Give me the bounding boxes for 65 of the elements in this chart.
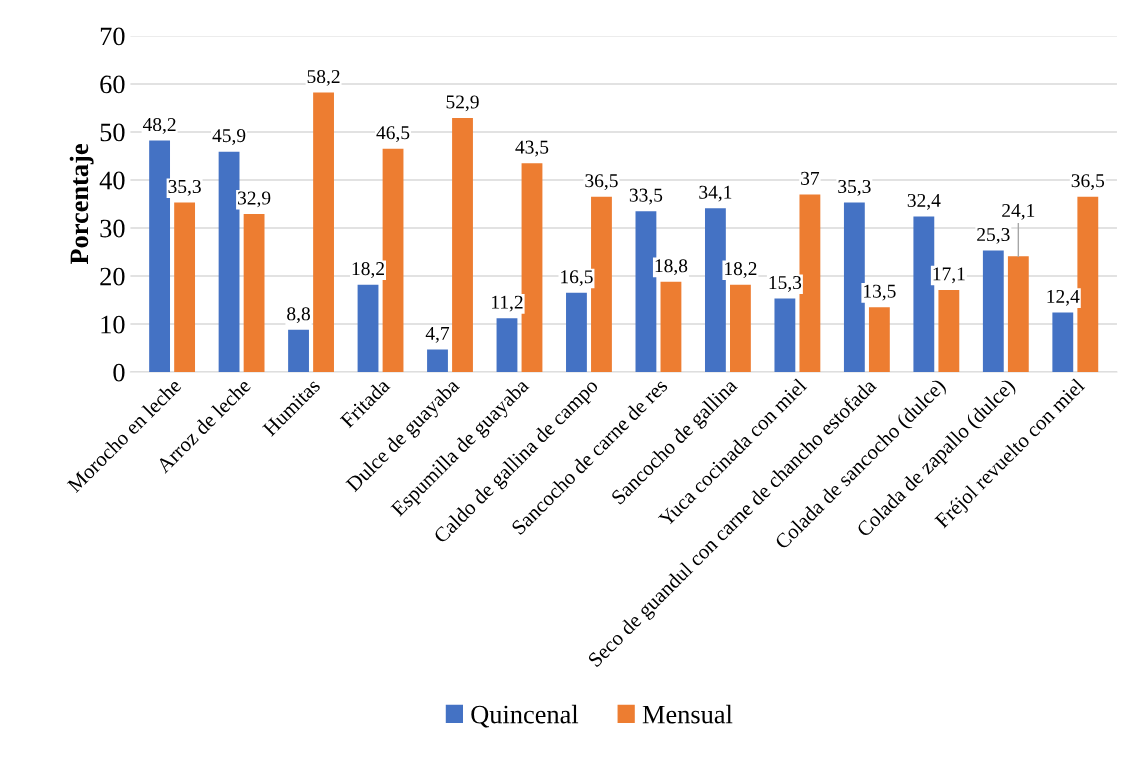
bar <box>660 281 682 373</box>
data-label: 17,1 <box>933 267 965 284</box>
y-tick-label: 20 <box>100 267 125 286</box>
bar <box>843 202 865 373</box>
bar <box>313 92 334 373</box>
data-label: 52,9 <box>446 95 479 112</box>
data-label: 36,5 <box>585 174 618 191</box>
bar <box>774 298 796 373</box>
bar <box>496 318 518 373</box>
bar <box>868 307 890 373</box>
y-tick-label: 70 <box>100 27 125 46</box>
bar <box>635 211 657 373</box>
bar <box>243 214 265 373</box>
bar <box>427 349 448 373</box>
data-label: 11,2 <box>492 295 523 312</box>
data-label: 32,9 <box>238 191 271 208</box>
data-label: 46,5 <box>376 126 410 143</box>
data-label: 32,4 <box>907 193 941 210</box>
data-label: 8,8 <box>287 307 310 324</box>
bar <box>730 284 751 373</box>
data-label: 18,8 <box>655 259 688 276</box>
bar <box>288 329 309 373</box>
data-label: 36,5 <box>1071 174 1105 191</box>
data-label: 58,2 <box>307 69 340 86</box>
data-label: 35,3 <box>168 179 201 196</box>
data-label: 33,5 <box>629 188 663 205</box>
y-tick-label: 0 <box>113 363 125 382</box>
y-tick-label: 60 <box>100 75 125 94</box>
bar <box>982 250 1004 373</box>
y-tick-label: 40 <box>99 171 125 190</box>
data-label: 4,7 <box>425 327 450 343</box>
data-label: 35,3 <box>838 179 871 196</box>
data-label: 12,4 <box>1047 289 1080 306</box>
data-label: 25,3 <box>977 228 1010 244</box>
bar <box>591 196 612 373</box>
bar <box>913 216 935 373</box>
bar <box>566 292 587 373</box>
data-label: 15,3 <box>769 276 802 292</box>
bar <box>174 202 196 373</box>
data-label: 16,5 <box>561 270 593 287</box>
bar <box>938 289 960 373</box>
data-label: 48,2 <box>142 117 176 134</box>
data-label: 24,1 <box>1002 203 1035 220</box>
y-tick-label: 30 <box>100 219 125 238</box>
data-label: 43,5 <box>515 140 549 157</box>
bar <box>521 163 543 373</box>
bar <box>1007 256 1029 373</box>
bar <box>799 194 821 373</box>
legend-label: Quincenal <box>471 704 579 728</box>
data-label: 13,5 <box>864 284 896 301</box>
y-axis-title: Porcentaje <box>69 144 94 265</box>
legend-label: Mensual <box>642 704 733 724</box>
data-label: 45,9 <box>212 129 246 145</box>
bar <box>452 118 473 373</box>
bar <box>704 208 726 373</box>
y-tick-label: 10 <box>101 315 125 334</box>
y-tick-label: 50 <box>100 123 125 142</box>
bar <box>382 148 404 373</box>
data-label: 18,2 <box>725 262 757 278</box>
data-label: 34,1 <box>699 185 732 202</box>
bar <box>1052 312 1074 373</box>
bar <box>357 284 379 373</box>
data-label: 18,2 <box>352 262 384 278</box>
data-label: 37 <box>801 171 820 185</box>
bar <box>218 151 240 373</box>
